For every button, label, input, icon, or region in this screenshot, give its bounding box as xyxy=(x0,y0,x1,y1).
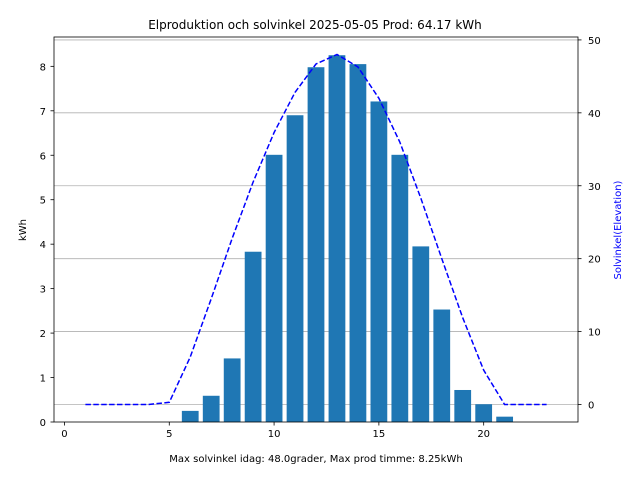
bar xyxy=(223,358,241,422)
x-tick-label: 20 xyxy=(477,429,490,440)
y-tick-label: 0 xyxy=(40,418,46,429)
y-tick-label: 5 xyxy=(40,196,46,207)
x-axis-label: Max solvinkel idag: 48.0grader, Max prod… xyxy=(169,454,462,465)
plot-frame xyxy=(53,36,579,423)
bar xyxy=(265,154,283,423)
y-axis-right-label: Solvinkel(Elevation) xyxy=(613,180,624,279)
bar xyxy=(244,251,262,422)
bar xyxy=(349,64,367,423)
x-tick-label: 5 xyxy=(166,429,172,440)
chart-title: Elproduktion och solvinkel 2025-05-05 Pr… xyxy=(148,18,482,32)
y-tick-label: 2 xyxy=(40,329,46,340)
bar xyxy=(202,395,220,422)
bar xyxy=(307,67,325,422)
bar xyxy=(328,55,346,423)
x-tick-label: 10 xyxy=(268,429,281,440)
bar xyxy=(286,115,304,422)
y-tick-right-label: 40 xyxy=(588,109,601,120)
y-tick-label: 7 xyxy=(40,107,46,118)
bar xyxy=(475,404,493,422)
x-tick-label: 0 xyxy=(61,429,67,440)
bar xyxy=(454,389,472,422)
y-tick-right-label: 0 xyxy=(588,401,594,412)
bar xyxy=(391,154,409,423)
y-tick-label: 3 xyxy=(40,285,46,296)
bar xyxy=(412,246,430,422)
y-tick-right-label: 30 xyxy=(588,182,601,193)
bar xyxy=(370,101,388,423)
y-tick-right-label: 10 xyxy=(588,328,601,339)
y-tick-right-label: 20 xyxy=(588,255,601,266)
elevation-line xyxy=(85,53,547,406)
bar xyxy=(433,309,451,422)
y-tick-label: 8 xyxy=(40,62,46,73)
bar xyxy=(496,416,514,422)
bar xyxy=(181,410,199,422)
y-axis-label: kWh xyxy=(18,219,29,241)
y-tick-label: 4 xyxy=(40,240,46,251)
y-tick-label: 1 xyxy=(40,374,46,385)
y-tick-label: 6 xyxy=(40,151,46,162)
y-tick-right-label: 50 xyxy=(588,36,601,47)
x-tick-label: 15 xyxy=(373,429,386,440)
